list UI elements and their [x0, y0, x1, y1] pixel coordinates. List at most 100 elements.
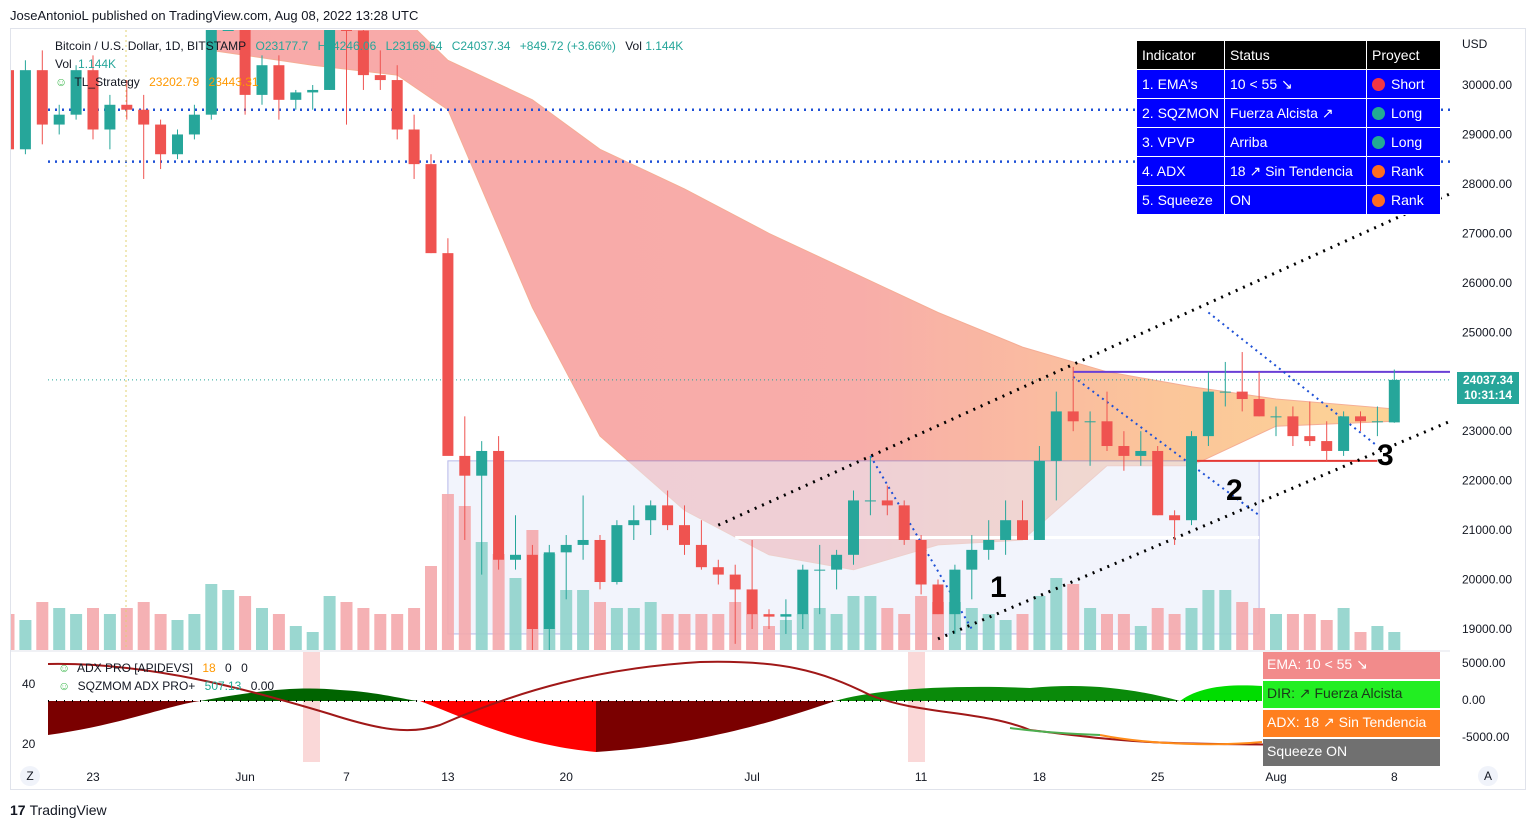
candle-body[interactable] — [493, 450, 505, 560]
candle-body[interactable] — [70, 70, 82, 115]
candle-body[interactable] — [543, 552, 555, 629]
candle-body[interactable] — [1338, 416, 1350, 451]
candle-body[interactable] — [442, 253, 454, 456]
candle-body[interactable] — [188, 114, 200, 135]
candle-body[interactable] — [1371, 421, 1383, 423]
candle-body[interactable] — [746, 589, 758, 615]
candle-body[interactable] — [1169, 515, 1181, 521]
tradingview-logo[interactable]: 17 TradingView — [10, 802, 107, 818]
candle-body[interactable] — [949, 569, 961, 615]
symbol-title[interactable]: Bitcoin / U.S. Dollar, 1D, BITSTAMP — [55, 39, 247, 53]
candle-body[interactable] — [19, 70, 31, 150]
candle-body[interactable] — [324, 30, 336, 90]
candle-body[interactable] — [256, 65, 268, 95]
candle-body[interactable] — [1270, 416, 1282, 418]
candle-body[interactable] — [205, 30, 217, 115]
candle-body[interactable] — [138, 109, 150, 125]
candle-body[interactable] — [898, 505, 910, 540]
volume-bar — [999, 620, 1012, 650]
candle-body[interactable] — [628, 520, 640, 526]
price-axis-tick: 29000.00 — [1462, 127, 1512, 141]
candle-body[interactable] — [1186, 436, 1197, 521]
candle-body[interactable] — [645, 505, 657, 521]
candle-body[interactable] — [611, 525, 623, 583]
adx-study-name[interactable]: ADX PRO [APIDEVS] — [76, 661, 193, 675]
candle-body[interactable] — [662, 505, 674, 526]
candle-body[interactable] — [374, 75, 386, 81]
candle-body[interactable] — [1202, 391, 1214, 437]
candle-body[interactable] — [729, 574, 741, 590]
price-axis-tick: 25000.00 — [1462, 325, 1512, 339]
candle-body[interactable] — [780, 614, 792, 617]
candle-body[interactable] — [1067, 411, 1079, 422]
candle-body[interactable] — [307, 89, 319, 93]
candle-body[interactable] — [831, 554, 843, 570]
candle-body[interactable] — [966, 549, 978, 570]
candle-body[interactable] — [1033, 460, 1045, 540]
candle-body[interactable] — [1287, 416, 1299, 437]
candle-body[interactable] — [53, 114, 65, 125]
candle-body[interactable] — [1253, 399, 1265, 417]
candle-body[interactable] — [1101, 421, 1113, 447]
auto-scale-button[interactable]: A — [1478, 766, 1498, 786]
candle-body[interactable] — [712, 567, 724, 575]
strategy-name[interactable]: TL_Strategy — [74, 75, 140, 89]
candle-body[interactable] — [763, 614, 775, 617]
volume-bar — [915, 596, 928, 650]
candle-body[interactable] — [121, 104, 133, 110]
candle-body[interactable] — [459, 455, 471, 476]
candle-body[interactable] — [560, 544, 572, 553]
candle-body[interactable] — [1219, 391, 1231, 393]
candle-body[interactable] — [408, 129, 420, 165]
candle-body[interactable] — [797, 569, 809, 615]
scale-toggle-left[interactable]: Z — [20, 766, 40, 786]
candle-body[interactable] — [341, 30, 352, 31]
candle-body[interactable] — [679, 525, 690, 545]
candle-body[interactable] — [391, 80, 403, 130]
candle-body[interactable] — [1135, 450, 1147, 456]
candle-body[interactable] — [915, 539, 927, 585]
volume-study-label[interactable]: Vol — [55, 57, 72, 71]
volume-bar — [475, 542, 488, 650]
candle-body[interactable] — [172, 134, 183, 155]
candle-body[interactable] — [1118, 446, 1130, 456]
candle-body[interactable] — [104, 104, 116, 130]
candle-body[interactable] — [87, 70, 99, 130]
candle-body[interactable] — [594, 539, 606, 583]
candle-body[interactable] — [1304, 436, 1316, 442]
candle-body[interactable] — [864, 500, 876, 502]
candle-body[interactable] — [290, 92, 302, 100]
candle-body[interactable] — [1321, 441, 1333, 451]
indicator-proyect: Rank — [1366, 185, 1442, 215]
candle-body[interactable] — [425, 164, 437, 254]
candle-body[interactable] — [1050, 411, 1062, 461]
sqz-study-name[interactable]: SQZMOM ADX PRO+ — [77, 679, 196, 693]
candle-body[interactable] — [983, 539, 995, 550]
candle-body[interactable] — [1388, 379, 1400, 423]
main-legend: Bitcoin / U.S. Dollar, 1D, BITSTAMP O231… — [55, 39, 689, 53]
candle-body[interactable] — [273, 65, 285, 100]
candle-body[interactable] — [1152, 450, 1164, 516]
candle-body[interactable] — [239, 30, 251, 95]
candle-body[interactable] — [577, 539, 589, 545]
candle-body[interactable] — [357, 30, 369, 76]
candle-body[interactable] — [1000, 520, 1012, 540]
candle-body[interactable] — [3, 70, 14, 150]
candle-body[interactable] — [881, 500, 893, 506]
candle-body[interactable] — [695, 544, 707, 568]
candle-body[interactable] — [510, 554, 521, 560]
candle-body[interactable] — [932, 584, 944, 615]
candle-body[interactable] — [1084, 421, 1096, 423]
candle-body[interactable] — [1017, 520, 1028, 540]
candle-body[interactable] — [36, 70, 48, 125]
candle-body[interactable] — [848, 500, 859, 555]
candle-body[interactable] — [814, 569, 826, 571]
candle-body[interactable] — [155, 124, 167, 155]
price-axis-tick: 27000.00 — [1462, 226, 1512, 240]
candle-body[interactable] — [1236, 391, 1248, 400]
candle-body[interactable] — [476, 450, 488, 476]
candle-body[interactable] — [526, 554, 538, 629]
candle-body[interactable] — [222, 30, 234, 31]
candle-body[interactable] — [1355, 416, 1366, 422]
